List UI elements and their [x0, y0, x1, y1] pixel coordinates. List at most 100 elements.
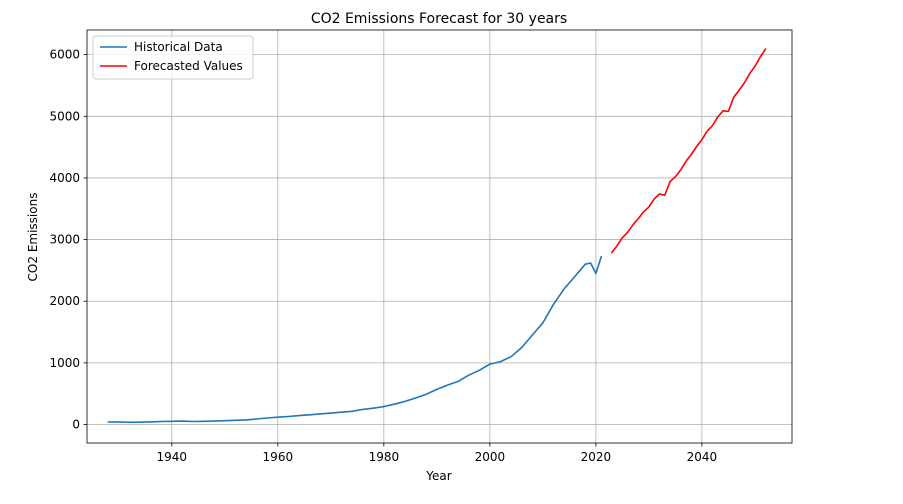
data-point-historical-data — [542, 322, 544, 324]
data-point-forecasted-values — [680, 169, 682, 171]
data-point-forecasted-values — [701, 139, 703, 141]
data-point-forecasted-values — [744, 82, 746, 84]
data-point-historical-data — [266, 417, 268, 419]
data-point-forecasted-values — [648, 206, 650, 208]
data-point-historical-data — [468, 374, 470, 376]
plot-frame — [86, 29, 793, 444]
data-point-forecasted-values — [664, 194, 666, 196]
data-point-historical-data — [479, 370, 481, 372]
data-point-historical-data — [150, 421, 152, 423]
data-point-historical-data — [309, 414, 311, 416]
data-point-forecasted-values — [685, 161, 687, 163]
data-point-forecasted-values — [653, 198, 655, 200]
data-point-historical-data — [256, 418, 258, 420]
data-point-historical-data — [213, 420, 215, 422]
data-point-forecasted-values — [696, 146, 698, 148]
data-point-historical-data — [118, 421, 120, 423]
data-point-historical-data — [404, 401, 406, 403]
data-point-historical-data — [224, 420, 226, 422]
y-tick-label: 5000 — [49, 109, 80, 123]
data-point-historical-data — [192, 421, 194, 423]
data-point-historical-data — [298, 415, 300, 417]
data-point-historical-data — [372, 407, 374, 409]
data-point-historical-data — [182, 420, 184, 422]
data-point-historical-data — [595, 273, 597, 275]
data-point-historical-data — [436, 389, 438, 391]
legend-label-forecast: Forecasted Values — [134, 59, 243, 73]
y-axis-label: CO2 Emissions — [26, 193, 40, 282]
data-point-historical-data — [563, 288, 565, 290]
data-point-historical-data — [319, 413, 321, 415]
y-tick-label: 6000 — [49, 48, 80, 62]
data-point-historical-data — [532, 334, 534, 336]
data-point-forecasted-values — [759, 56, 761, 58]
data-point-forecasted-values — [669, 181, 671, 183]
data-point-historical-data — [277, 416, 279, 418]
data-point-forecasted-values — [616, 245, 618, 247]
x-axis-label: Year — [425, 469, 451, 483]
data-point-historical-data — [553, 304, 555, 306]
data-point-historical-data — [330, 412, 332, 414]
data-point-forecasted-values — [712, 125, 714, 127]
legend-label-historical: Historical Data — [134, 40, 223, 54]
series-group — [107, 48, 767, 424]
data-point-historical-data — [457, 381, 459, 383]
legend: Historical Data Forecasted Values — [92, 35, 254, 80]
data-point-forecasted-values — [749, 73, 751, 75]
data-point-historical-data — [489, 363, 491, 365]
data-point-forecasted-values — [627, 231, 629, 233]
data-point-historical-data — [394, 403, 396, 405]
x-axis: 1940 1960 1980 2000 2020 2040 — [157, 443, 718, 464]
data-point-historical-data — [600, 256, 602, 258]
data-point-historical-data — [500, 361, 502, 363]
data-point-historical-data — [383, 406, 385, 408]
data-point-historical-data — [341, 411, 343, 413]
data-point-forecasted-values — [659, 193, 661, 195]
data-point-forecasted-values — [611, 252, 613, 254]
data-point-historical-data — [245, 419, 247, 421]
data-point-historical-data — [203, 421, 205, 423]
data-point-forecasted-values — [632, 224, 634, 226]
y-tick-label: 3000 — [49, 233, 80, 247]
x-tick-label: 2000 — [475, 450, 506, 464]
series-line-historical-data — [107, 255, 603, 424]
y-axis: 0 1000 2000 3000 4000 5000 6000 — [49, 48, 87, 432]
legend-box — [92, 35, 254, 80]
data-point-historical-data — [351, 411, 353, 413]
x-tick-label: 2040 — [687, 450, 718, 464]
data-point-forecasted-values — [675, 176, 677, 178]
data-point-historical-data — [235, 420, 237, 422]
data-point-historical-data — [160, 421, 162, 423]
data-point-forecasted-values — [728, 111, 730, 113]
data-point-historical-data — [107, 421, 109, 423]
data-point-forecasted-values — [754, 66, 756, 68]
x-tick-label: 1980 — [369, 450, 400, 464]
data-point-historical-data — [510, 356, 512, 358]
data-point-forecasted-values — [643, 211, 645, 213]
data-point-forecasted-values — [706, 130, 708, 132]
x-tick-label: 1960 — [263, 450, 294, 464]
data-point-historical-data — [288, 416, 290, 418]
data-point-forecasted-values — [717, 116, 719, 118]
data-point-historical-data — [585, 263, 587, 265]
y-tick-label: 2000 — [49, 294, 80, 308]
data-point-forecasted-values — [722, 110, 724, 112]
data-point-forecasted-values — [738, 90, 740, 92]
data-point-historical-data — [574, 276, 576, 278]
data-point-forecasted-values — [733, 96, 735, 98]
data-point-historical-data — [447, 384, 449, 386]
data-point-forecasted-values — [638, 218, 640, 220]
data-point-historical-data — [425, 394, 427, 396]
y-tick-label: 0 — [72, 418, 80, 432]
data-point-historical-data — [362, 409, 364, 411]
series-line-forecasted-values — [610, 48, 767, 254]
y-tick-label: 1000 — [49, 356, 80, 370]
data-point-historical-data — [129, 422, 131, 424]
data-point-forecasted-values — [691, 154, 693, 156]
y-tick-label: 4000 — [49, 171, 80, 185]
data-point-historical-data — [171, 421, 173, 423]
data-point-historical-data — [521, 347, 523, 349]
data-point-historical-data — [590, 262, 592, 264]
data-point-forecasted-values — [765, 48, 767, 50]
